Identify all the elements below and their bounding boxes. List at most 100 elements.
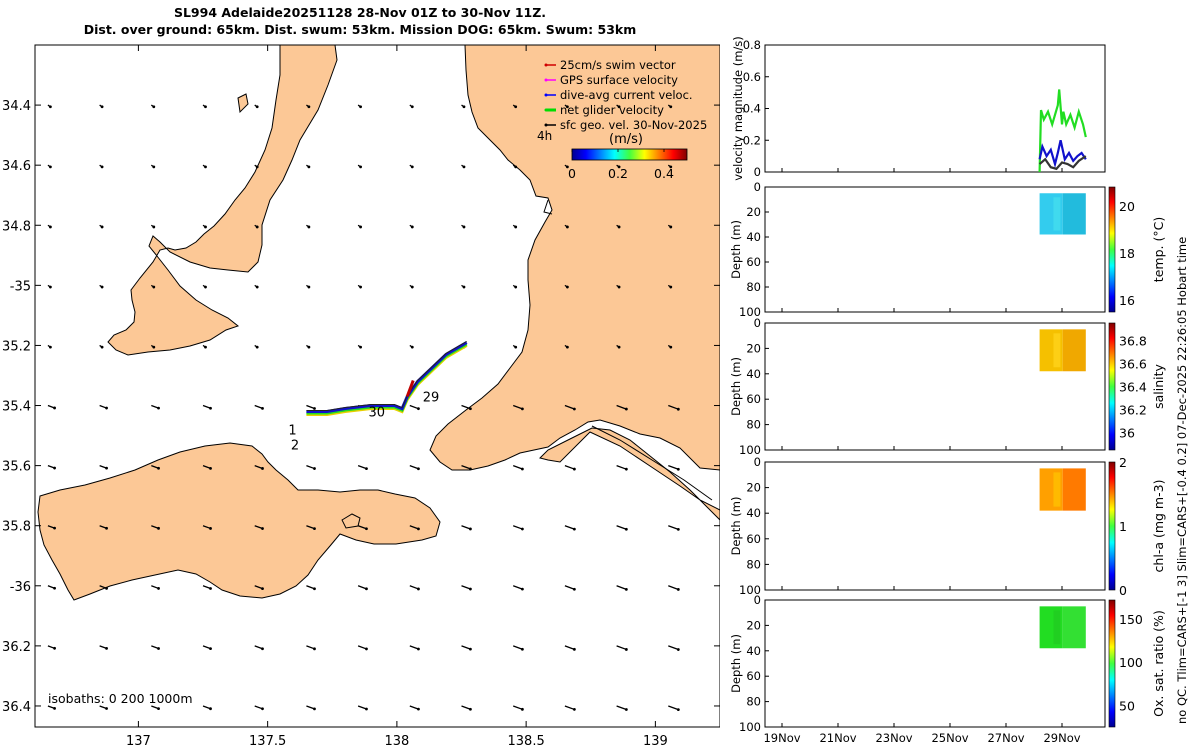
sfc-velocity-arrowhead xyxy=(209,707,212,711)
sfc-velocity-arrow xyxy=(409,525,419,530)
land-kangaroo-island xyxy=(37,442,441,601)
colorbar-label: salinity xyxy=(1151,363,1166,408)
depth-y-tick-label: 60 xyxy=(746,255,761,269)
sfc-velocity-arrow xyxy=(357,645,367,650)
profile-data xyxy=(1039,329,1063,372)
sfc-velocity-arrowhead xyxy=(676,467,680,471)
sfc-velocity-arrow xyxy=(668,465,679,470)
sfc-velocity-arrowhead xyxy=(565,105,569,109)
profile-axes xyxy=(764,461,1106,591)
sfc-velocity-arrowhead xyxy=(359,105,362,109)
legend-time-label: 4h xyxy=(537,129,552,143)
sfc-velocity-arrowhead xyxy=(255,345,259,349)
profile-data xyxy=(1039,193,1063,235)
depth-y-tick-label: 40 xyxy=(746,644,761,658)
sfc-velocity-arrow xyxy=(668,585,679,591)
sfc-velocity-arrowhead xyxy=(209,587,212,590)
colorbar-tick-label: 1 xyxy=(1119,519,1127,534)
land-islet xyxy=(341,513,361,529)
sfc-velocity-arrow xyxy=(409,404,419,410)
sfc-velocity-arrowhead xyxy=(105,526,108,530)
sfc-velocity-arrowhead xyxy=(410,225,414,229)
sfc-velocity-arrowhead xyxy=(307,105,311,109)
colorbar-label: chl-a (mg m-3) xyxy=(1151,480,1166,573)
sfc-velocity-arrowhead xyxy=(53,586,56,590)
map-x-tick-label: 138 xyxy=(384,734,409,749)
velocity-axes xyxy=(764,44,1106,173)
depth-y-tick-label: 80 xyxy=(746,418,761,432)
sfc-velocity-arrowhead xyxy=(365,527,368,531)
sfc-velocity-arrow xyxy=(668,525,679,530)
sfc-velocity-arrowhead xyxy=(676,527,680,531)
sfc-velocity-arrowhead xyxy=(157,707,160,711)
depth-y-tick-label: 20 xyxy=(746,205,761,219)
map-x-axis: 137 137.5 138 138.5 139 xyxy=(126,45,668,749)
sfc-velocity-arrowhead xyxy=(617,165,621,169)
sfc-velocity-arrowhead xyxy=(261,587,264,591)
sfc-velocity-arrowhead xyxy=(520,527,524,531)
colorbar-tick-label: 50 xyxy=(1119,698,1135,713)
sfc-velocity-arrowhead xyxy=(313,527,316,531)
sfc-velocity-arrow xyxy=(306,645,315,650)
sfc-velocity-arrowhead xyxy=(53,466,56,470)
depth-y-tick-label: 0 xyxy=(754,455,761,469)
colorbar-tick-label: 20 xyxy=(1119,199,1135,214)
depth-y-tick-label: 40 xyxy=(746,367,761,381)
sfc-velocity-arrowhead xyxy=(152,225,156,229)
sfc-velocity-arrow xyxy=(616,585,627,590)
surface-velocity-arrows xyxy=(47,104,680,712)
sfc-velocity-arrowhead xyxy=(565,165,569,169)
sfc-velocity-arrowhead xyxy=(469,467,472,471)
colorbar-tick-label: 150 xyxy=(1119,612,1143,627)
sfc-velocity-arrowhead xyxy=(417,647,420,651)
sfc-velocity-arrow xyxy=(357,585,367,590)
sfc-velocity-arrow xyxy=(409,705,419,710)
sfc-velocity-arrowhead xyxy=(617,285,621,289)
sfc-velocity-arrowhead xyxy=(261,467,264,470)
sfc-velocity-arrowhead xyxy=(572,587,576,591)
profile-data xyxy=(1062,468,1086,511)
sfc-velocity-arrowhead xyxy=(359,285,362,289)
sfc-velocity-arrow xyxy=(461,705,471,710)
map-y-tick-label: 34.8 xyxy=(2,219,31,234)
sfc-velocity-arrowhead xyxy=(624,708,628,711)
sfc-velocity-arrowhead xyxy=(152,345,156,349)
sfc-velocity-arrow xyxy=(616,525,627,530)
sfc-velocity-arrowhead xyxy=(49,225,52,229)
sfc-velocity-arrowhead xyxy=(152,105,156,109)
sfc-velocity-arrowhead xyxy=(204,165,207,169)
profile-data xyxy=(1053,472,1061,507)
depth-y-tick-label: 100 xyxy=(739,720,761,734)
velocity-y-tick-label: 0.8 xyxy=(743,38,761,52)
depth-y-tick-label: 60 xyxy=(746,669,761,683)
sfc-velocity-arrowhead xyxy=(204,345,207,349)
depth-y-tick-label: 0 xyxy=(754,593,761,607)
sfc-velocity-arrowhead xyxy=(469,707,472,711)
land-eyre-peninsula xyxy=(107,45,338,356)
depth-y-tick-label: 20 xyxy=(746,618,761,632)
sfc-velocity-arrowhead xyxy=(307,165,311,169)
sfc-velocity-arrowhead xyxy=(365,467,368,471)
sfc-velocity-arrowhead xyxy=(565,225,569,229)
sfc-velocity-arrowhead xyxy=(514,165,518,169)
profile-axes xyxy=(764,599,1106,728)
sfc-velocity-arrowhead xyxy=(417,467,420,471)
map-y-tick-label: 34.6 xyxy=(2,159,31,174)
sfc-velocity-arrowhead xyxy=(255,225,259,229)
sfc-velocity-arrowhead xyxy=(307,285,311,289)
sfc-velocity-arrowhead xyxy=(617,225,621,229)
sfc-velocity-arrowhead xyxy=(204,285,207,289)
sfc-velocity-arrowhead xyxy=(105,707,108,710)
sfc-velocity-arrowhead xyxy=(520,647,524,651)
velocity-y-tick-label: 0.6 xyxy=(743,70,761,84)
legend-swatch-head xyxy=(544,123,548,127)
sfc-velocity-arrowhead xyxy=(469,587,472,591)
sfc-velocity-arrow xyxy=(306,465,315,470)
sfc-velocity-arrowhead xyxy=(261,527,264,530)
colorbar-tick-label: 18 xyxy=(1119,246,1135,261)
sfc-velocity-arrowhead xyxy=(676,708,680,712)
sfc-velocity-arrowhead xyxy=(462,105,466,109)
colorbar-tick-label: 0 xyxy=(1119,583,1127,598)
